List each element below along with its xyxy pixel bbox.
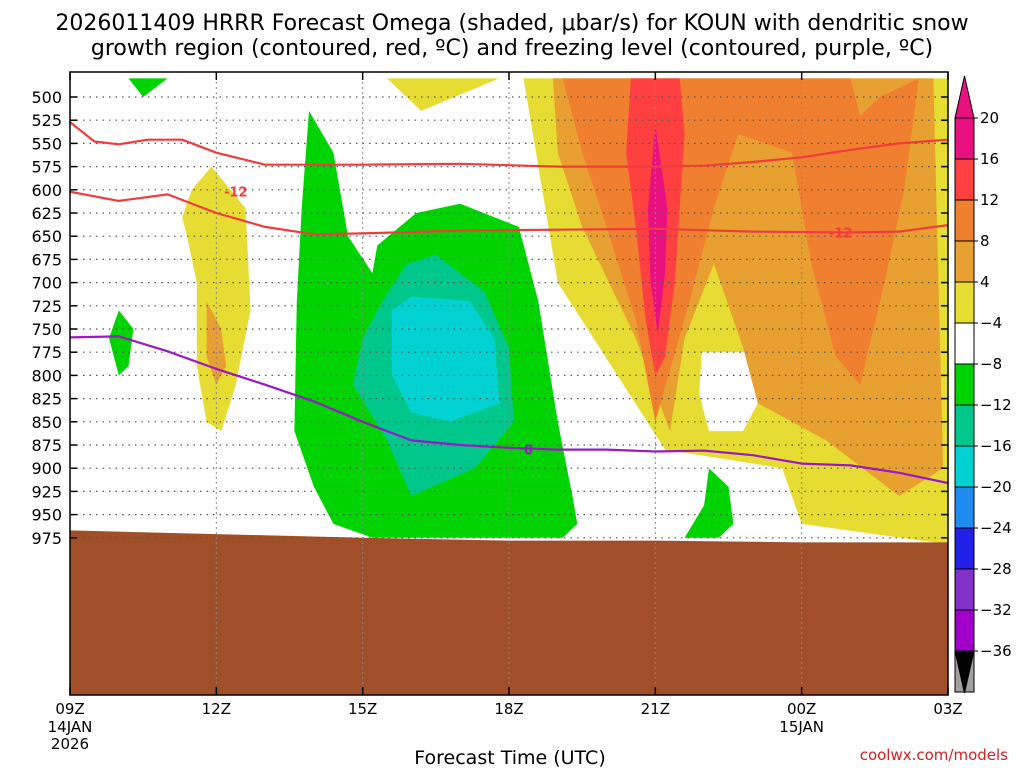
colorbar-segment-8 [954, 445, 975, 488]
dgz-contour-label-1: -12 [829, 226, 853, 241]
colorbar-label-6: −8 [980, 355, 1002, 373]
y-tick-label-625: 625 [31, 204, 62, 223]
colorbar-segment-2 [954, 199, 975, 242]
y-tick-label-650: 650 [31, 227, 62, 246]
colorbar-segment-3 [954, 240, 975, 283]
y-tick-label-725: 725 [31, 297, 62, 316]
plot-axes: 500 525 550 575 600 625 650 675 700 725 750 775 800 8… [31, 71, 963, 753]
colorbar-label-10: −24 [980, 519, 1012, 537]
colorbar-segment-4 [954, 281, 975, 324]
chart-title-line2: growth region (contoured, red, ºC) and f… [91, 36, 933, 61]
x-date-label-0-1: 2026 [51, 735, 89, 753]
omega-region-1 [387, 78, 500, 111]
x-tick-label-9: 18Z [494, 700, 523, 718]
y-tick-label-700: 700 [31, 274, 62, 293]
x-tick-label-0: 09Z [55, 700, 84, 718]
y-tick-label-875: 875 [31, 436, 62, 455]
y-tick-label-900: 900 [31, 459, 62, 478]
freezing-level-contour [70, 335, 948, 485]
colorbar-label-7: −12 [980, 396, 1012, 414]
colorbar-label-3: 8 [980, 232, 990, 250]
y-tick-label-500: 500 [31, 88, 62, 107]
x-tick-label-3: 12Z [202, 700, 231, 718]
omega-region-11 [684, 468, 734, 538]
dgz-contour-label-0: -12 [224, 186, 248, 201]
colorbar-bottom-arrow [954, 650, 975, 694]
x-tick-label-15: 00Z [787, 700, 816, 718]
colorbar-label-5: −4 [980, 314, 1002, 332]
y-tick-label-575: 575 [31, 158, 62, 177]
omega-region-10 [109, 310, 134, 376]
y-tick-label-800: 800 [31, 366, 62, 385]
colorbar-segment-9 [954, 486, 975, 529]
colorbar-label-11: −28 [980, 560, 1012, 578]
dgz-contour-1 [70, 190, 948, 236]
y-tick-label-550: 550 [31, 134, 62, 153]
colorbar-segment-10 [954, 527, 975, 570]
x-axis-label: Forecast Time (UTC) [414, 747, 605, 768]
y-tick-label-975: 975 [31, 529, 62, 548]
y-tick-label-675: 675 [31, 250, 62, 269]
colorbar-label-12: −32 [980, 601, 1012, 619]
y-tick-label-525: 525 [31, 111, 62, 130]
colorbar-segment-12 [954, 609, 975, 652]
y-tick-label-600: 600 [31, 181, 62, 200]
colorbar: 20 16 12 8 4 −4 −8 −12 −16 −20 −24 −28 −32 −36 [954, 75, 1012, 694]
contour-lines: -12 -12 0 [70, 121, 948, 485]
colorbar-label-2: 12 [980, 191, 999, 209]
dgz-contour-0 [70, 121, 948, 168]
omega-region-3 [699, 352, 758, 432]
x-tick-label-6: 15Z [348, 700, 377, 718]
colorbar-label-4: 4 [980, 273, 990, 291]
y-tick-label-750: 750 [31, 320, 62, 339]
colorbar-segment-1 [954, 158, 975, 201]
colorbar-label-8: −16 [980, 437, 1012, 455]
colorbar-label-1: 16 [980, 150, 999, 168]
y-tick-label-950: 950 [31, 506, 62, 525]
omega-region-14 [391, 296, 500, 422]
colorbar-segment-7 [954, 404, 975, 447]
colorbar-label-13: −36 [980, 642, 1012, 660]
y-tick-label-825: 825 [31, 390, 62, 409]
omega-region-9 [128, 78, 168, 97]
y-tick-label-775: 775 [31, 343, 62, 362]
chart-title-line1: 2026011409 HRRR Forecast Omega (shaded, … [55, 11, 968, 36]
colorbar-segment-6 [954, 363, 975, 406]
x-tick-label-18: 03Z [933, 700, 962, 718]
freezing-level-label: 0 [524, 444, 533, 459]
colorbar-top-arrow [954, 75, 975, 119]
colorbar-segment-11 [954, 568, 975, 611]
grid-lines [70, 72, 948, 695]
y-tick-label-925: 925 [31, 482, 62, 501]
colorbar-segment-0 [954, 117, 975, 160]
credit-text: coolwx.com/models [860, 746, 1008, 764]
x-tick-label-12: 21Z [641, 700, 670, 718]
x-date-label-1-0: 15JAN [779, 718, 824, 736]
x-date-label-0-0: 14JAN [48, 718, 93, 736]
colorbar-label-0: 20 [980, 109, 999, 127]
y-tick-label-850: 850 [31, 413, 62, 432]
colorbar-segment-5 [954, 322, 975, 365]
colorbar-label-9: −20 [980, 478, 1012, 496]
